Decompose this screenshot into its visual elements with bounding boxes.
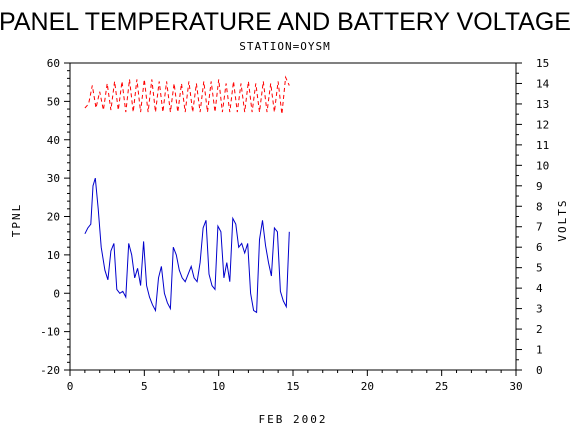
y-left-tick-label: -10 <box>40 326 60 339</box>
y-right-tick-label: 2 <box>536 323 543 336</box>
y-left-tick-label: 50 <box>47 95 60 108</box>
y-right-tick-label: 11 <box>536 139 549 152</box>
x-tick-label: 10 <box>212 380 225 393</box>
x-axis: 0 5 10 15 20 25 30 <box>67 370 523 393</box>
y-right-tick-label: 1 <box>536 344 543 357</box>
y-right-tick-label: 13 <box>536 98 549 111</box>
y-left-tick-label: 30 <box>47 172 60 185</box>
x-tick-label: 15 <box>286 380 299 393</box>
y-left-tick-label: 10 <box>47 249 60 262</box>
x-tick-label: 25 <box>435 380 448 393</box>
y-axis-label-right: VOLTS <box>556 198 569 241</box>
y-right-tick-label: 4 <box>536 282 543 295</box>
y-left-tick-label: -20 <box>40 364 60 377</box>
y-left-tick-label: 60 <box>47 57 60 70</box>
panel-temperature-line <box>84 177 290 314</box>
battery-voltage-line <box>84 75 290 115</box>
series-layer <box>84 75 290 314</box>
chart-title: PANEL TEMPERATURE AND BATTERY VOLTAGE <box>0 8 570 36</box>
y-right-tick-label: 6 <box>536 241 543 254</box>
x-tick-label: 20 <box>361 380 374 393</box>
y-right-tick-label: 12 <box>536 118 549 131</box>
x-tick-label: 30 <box>509 380 522 393</box>
y-axis-left: -20 -10 0 10 20 30 40 50 60 <box>40 57 70 377</box>
y-right-tick-label: 3 <box>536 303 543 316</box>
chart-subtitle: STATION=OYSM <box>239 40 330 53</box>
y-left-tick-label: 20 <box>47 211 60 224</box>
x-tick-label: 0 <box>67 380 74 393</box>
y-right-tick-label: 9 <box>536 180 543 193</box>
y-axis-label-left: TPNL <box>10 203 23 238</box>
y-left-tick-label: 40 <box>47 134 60 147</box>
plot-frame <box>69 62 517 371</box>
y-right-tick-label: 15 <box>536 57 549 70</box>
y-right-tick-label: 10 <box>536 159 549 172</box>
y-left-tick-label: 0 <box>53 287 60 300</box>
y-right-tick-label: 7 <box>536 221 543 234</box>
x-tick-label: 5 <box>141 380 148 393</box>
y-right-tick-label: 0 <box>536 364 543 377</box>
y-right-tick-label: 8 <box>536 200 543 213</box>
y-right-tick-label: 14 <box>536 77 550 90</box>
y-right-tick-label: 5 <box>536 262 543 275</box>
x-axis-label: FEB 2002 <box>259 413 328 426</box>
